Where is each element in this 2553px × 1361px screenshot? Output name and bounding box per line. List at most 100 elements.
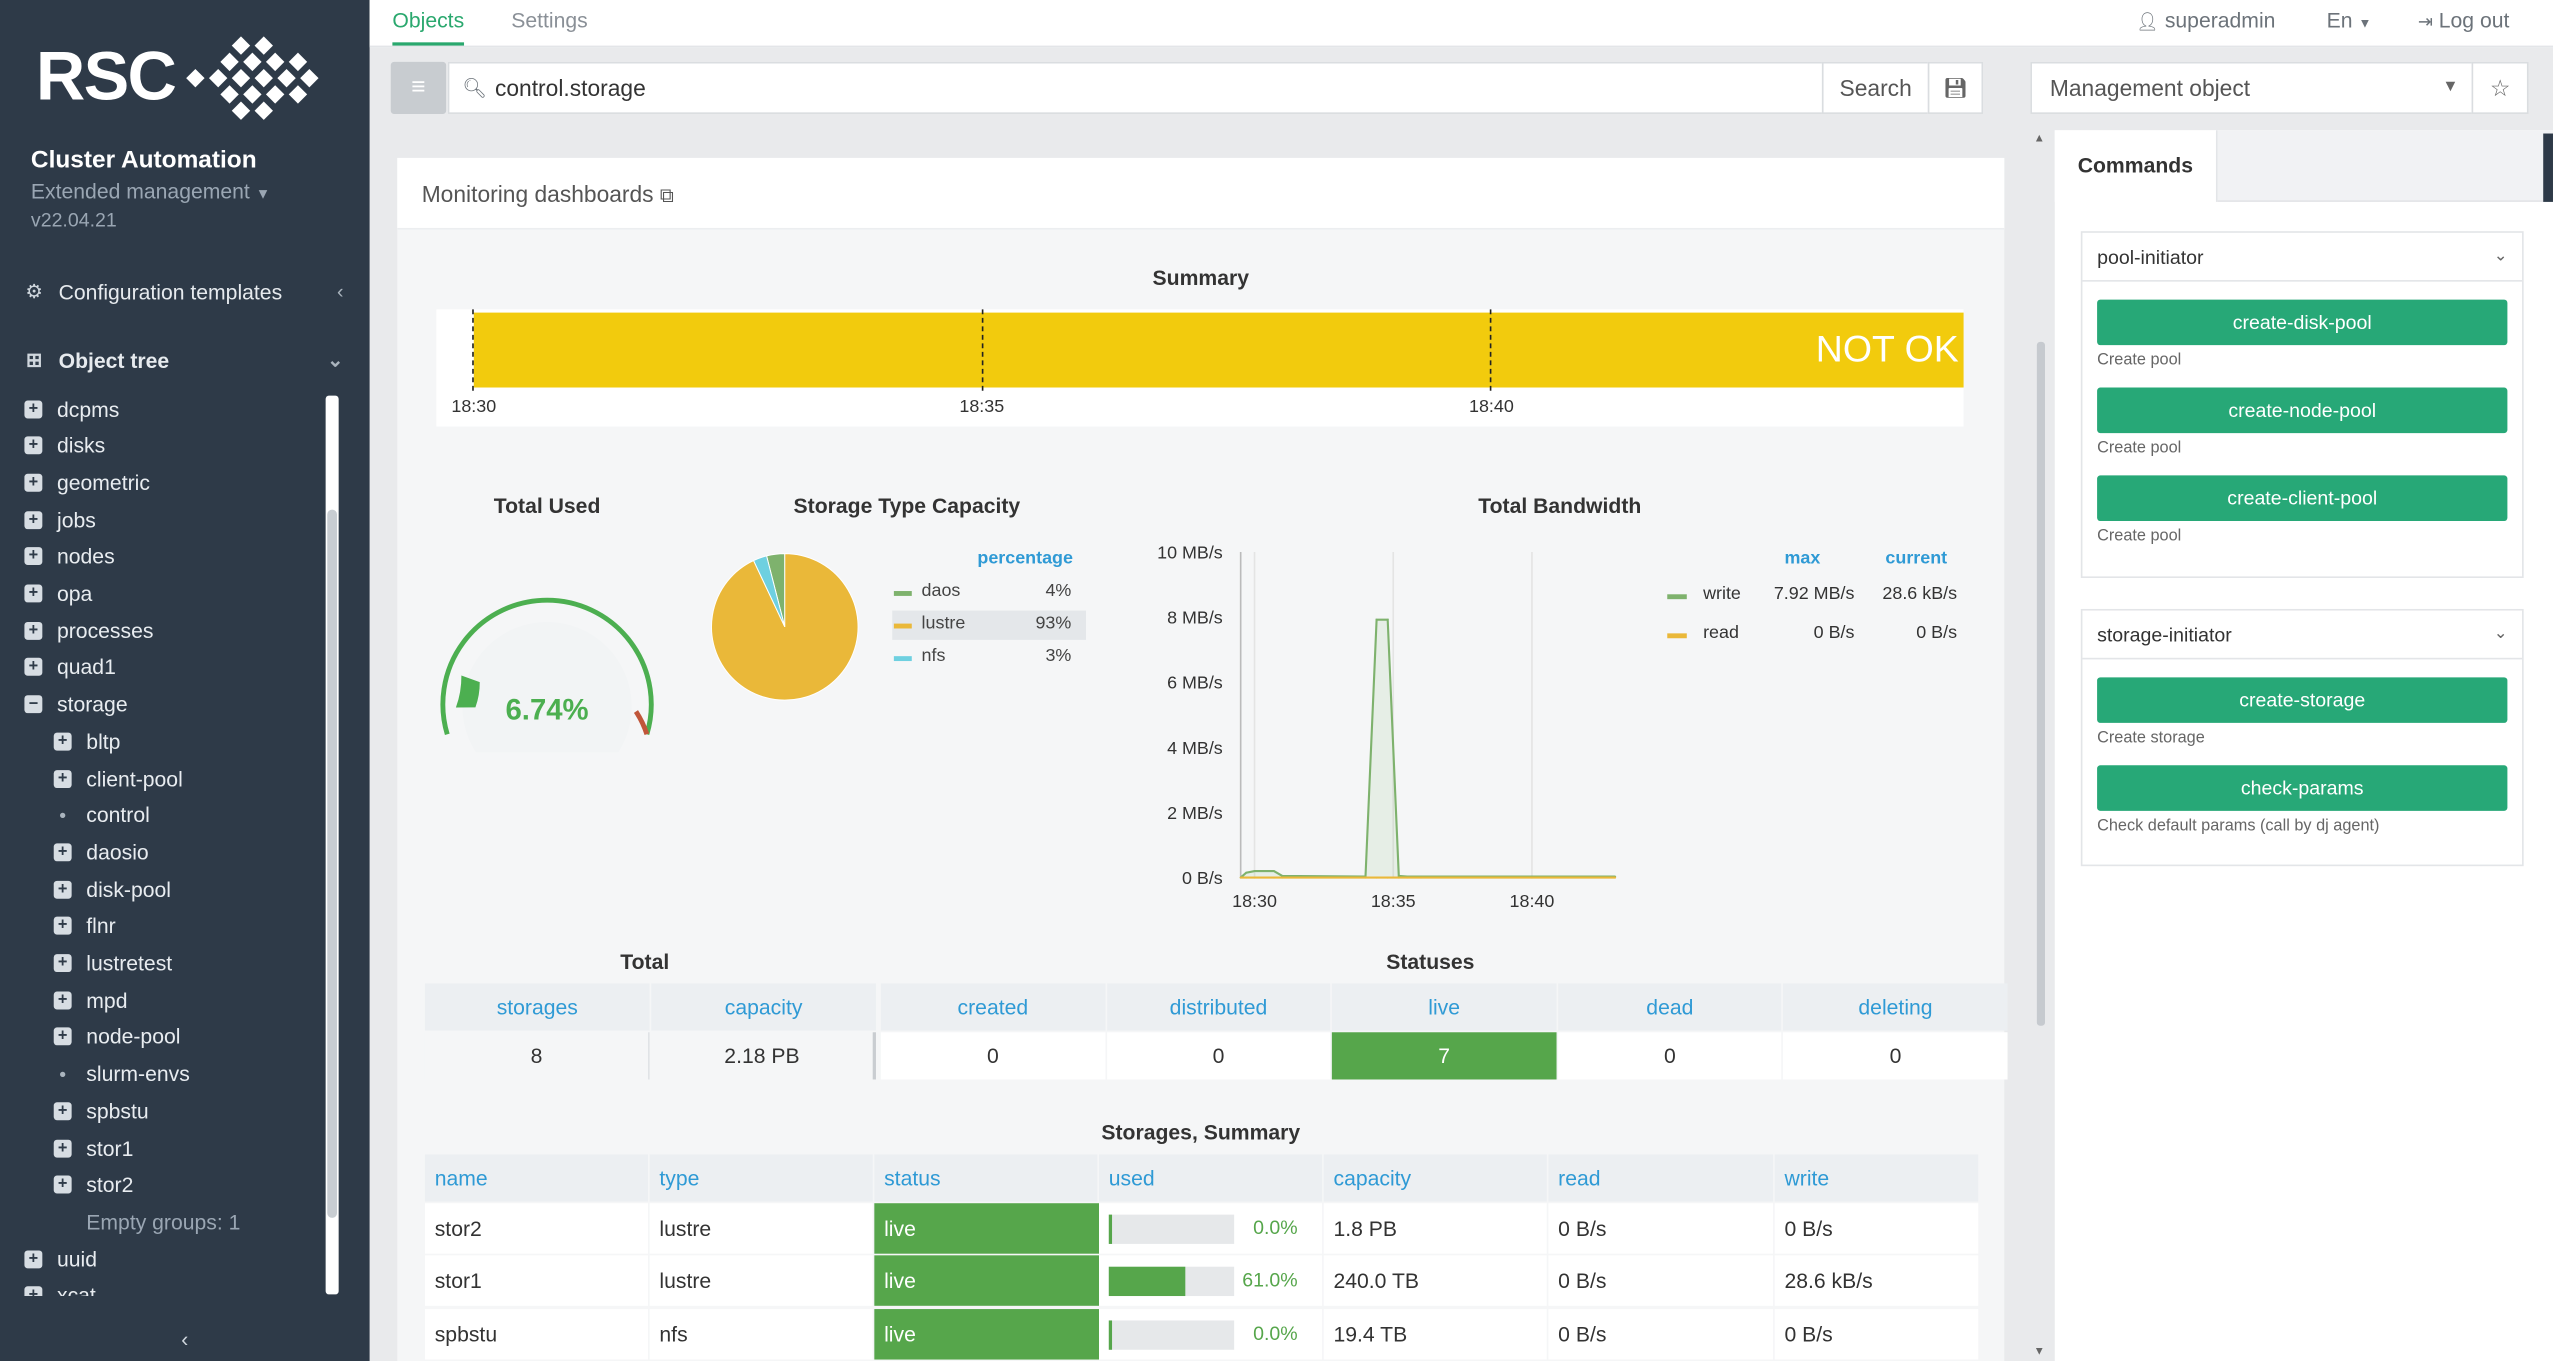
tree-scrollbar[interactable] bbox=[325, 395, 339, 1295]
expand-plus-icon[interactable]: + bbox=[53, 880, 72, 899]
tree-item[interactable]: + daosio bbox=[53, 834, 149, 870]
tree-item-label: uuid bbox=[56, 1246, 98, 1271]
tree-item[interactable]: + lustretest bbox=[53, 945, 172, 981]
legend-series-name[interactable]: read bbox=[1703, 623, 1739, 644]
language-select[interactable]: En ▼ bbox=[2327, 0, 2372, 46]
panel-title[interactable]: Monitoring dashboards ⧉ bbox=[422, 181, 674, 209]
used-progress-bar bbox=[1108, 1319, 1235, 1350]
tree-item[interactable]: − storage bbox=[24, 686, 128, 722]
tree-scrollbar-thumb[interactable] bbox=[327, 509, 338, 1218]
command-group-header[interactable]: pool-initiator ⌄ bbox=[2082, 233, 2523, 282]
table-header-capacity[interactable]: capacity bbox=[1323, 1154, 1547, 1202]
user-menu[interactable]: 👤︎ superadmin bbox=[2136, 0, 2275, 46]
collapse-minus-icon[interactable]: − bbox=[24, 695, 43, 714]
tree-item[interactable]: + spbstu bbox=[53, 1093, 149, 1129]
table-header-write[interactable]: write bbox=[1774, 1154, 1979, 1202]
menu-toggle-button[interactable]: ≡ bbox=[390, 61, 447, 114]
tree-item[interactable]: + disks bbox=[24, 428, 105, 464]
tree-item[interactable]: + mpd bbox=[53, 982, 127, 1018]
logo-dot bbox=[231, 68, 251, 88]
nav-configuration-templates[interactable]: ⚙ Configuration templates ‹ bbox=[0, 277, 370, 306]
tree-item[interactable]: + disk-pool bbox=[53, 871, 171, 907]
expand-plus-icon[interactable]: + bbox=[24, 1286, 43, 1297]
tree-item[interactable]: + node-pool bbox=[53, 1019, 180, 1055]
search-box[interactable]: 🔍︎ bbox=[447, 61, 1824, 114]
expand-plus-icon[interactable]: + bbox=[24, 658, 43, 677]
pie-legend-item[interactable]: nfs 3% bbox=[892, 643, 1086, 672]
expand-plus-icon[interactable]: + bbox=[53, 1175, 72, 1194]
command-button-create-node-pool[interactable]: create-node-pool bbox=[2097, 387, 2508, 434]
command-button-create-storage[interactable]: create-storage bbox=[2097, 677, 2508, 723]
tree-item[interactable]: + geometric bbox=[24, 465, 150, 501]
expand-plus-icon[interactable]: + bbox=[24, 621, 43, 640]
logo-text: RSC bbox=[35, 37, 177, 114]
collapse-sidebar-button[interactable]: ‹ bbox=[0, 1319, 370, 1361]
legend-series-name[interactable]: write bbox=[1703, 584, 1741, 605]
expand-plus-icon[interactable]: + bbox=[53, 769, 72, 788]
expand-plus-icon[interactable]: + bbox=[24, 1249, 43, 1268]
expand-plus-icon[interactable]: + bbox=[24, 510, 43, 529]
command-button-check-params[interactable]: check-params bbox=[2097, 765, 2508, 811]
tree-item[interactable]: + processes bbox=[24, 613, 153, 649]
expand-plus-icon[interactable]: + bbox=[53, 991, 72, 1009]
pie-legend-item[interactable]: lustre 93% bbox=[892, 610, 1086, 640]
table-header-status[interactable]: status bbox=[874, 1154, 1098, 1202]
table-header-type[interactable]: type bbox=[649, 1154, 873, 1202]
table-header-name[interactable]: name bbox=[424, 1154, 649, 1202]
management-object-select[interactable]: Management object ▼ bbox=[2030, 61, 2474, 114]
table-header-read[interactable]: read bbox=[1548, 1154, 1774, 1202]
pie-legend-item[interactable]: daos 4% bbox=[892, 578, 1086, 607]
search-input[interactable] bbox=[494, 74, 1798, 101]
tree-item[interactable]: + opa bbox=[24, 576, 92, 612]
tab-commands[interactable]: Commands bbox=[2054, 130, 2218, 202]
expand-plus-icon[interactable]: + bbox=[53, 843, 72, 862]
favorite-button[interactable]: ☆ bbox=[2471, 61, 2529, 114]
main-scrollbar[interactable]: ▲ ▼ bbox=[2034, 134, 2047, 1358]
mode-dropdown[interactable]: Extended management ▼ bbox=[31, 179, 270, 203]
logo-dot bbox=[265, 85, 285, 104]
search-button[interactable]: Search bbox=[1821, 61, 1930, 114]
series-line-write[interactable] bbox=[1239, 618, 1616, 879]
pie-slice-nfs[interactable] bbox=[752, 555, 786, 628]
expand-plus-icon[interactable]: + bbox=[24, 547, 43, 566]
tree-item[interactable]: + uuid bbox=[24, 1241, 97, 1277]
tree-item[interactable]: + jobs bbox=[24, 502, 96, 538]
tree-item[interactable]: + quad1 bbox=[24, 649, 116, 685]
expand-plus-icon[interactable]: + bbox=[53, 917, 72, 936]
expand-plus-icon[interactable]: + bbox=[53, 732, 72, 751]
scroll-down-icon[interactable]: ▼ bbox=[2033, 1346, 2045, 1358]
tree-item[interactable]: + flnr bbox=[53, 908, 116, 944]
scroll-up-icon[interactable]: ▲ bbox=[2033, 133, 2045, 145]
legend-swatch-write bbox=[1667, 594, 1687, 600]
expand-plus-icon[interactable]: + bbox=[53, 1028, 72, 1046]
command-group-header[interactable]: storage-initiator ⌄ bbox=[2082, 611, 2523, 660]
expand-plus-icon[interactable]: + bbox=[24, 436, 43, 455]
nav-object-tree[interactable]: ⊞ Object tree ⌄ bbox=[0, 345, 370, 374]
tree-item[interactable]: Empty groups: 1 bbox=[54, 1204, 240, 1240]
main-scrollbar-thumb[interactable] bbox=[2036, 341, 2045, 1026]
expand-plus-icon[interactable]: + bbox=[53, 1138, 72, 1157]
tree-item[interactable]: + nodes bbox=[24, 539, 115, 575]
tree-item[interactable]: + stor1 bbox=[53, 1130, 133, 1166]
expand-plus-icon[interactable]: + bbox=[53, 954, 72, 973]
save-query-button[interactable]: 💾︎ bbox=[1927, 61, 1984, 114]
tab-settings[interactable]: Settings bbox=[511, 8, 588, 33]
command-button-create-client-pool[interactable]: create-client-pool bbox=[2097, 475, 2508, 522]
summary-tick: 18:30 bbox=[451, 397, 497, 417]
tree-item[interactable]: + client-pool bbox=[53, 760, 183, 796]
command-button-create-disk-pool[interactable]: create-disk-pool bbox=[2097, 299, 2508, 346]
expand-panel-handle[interactable] bbox=[2543, 133, 2553, 202]
table-header-used[interactable]: used bbox=[1099, 1154, 1323, 1202]
tree-item[interactable]: + bltp bbox=[53, 723, 120, 759]
logout-button[interactable]: ⇥ Log out bbox=[2418, 0, 2510, 46]
expand-plus-icon[interactable]: + bbox=[24, 584, 43, 603]
expand-plus-icon[interactable]: + bbox=[24, 399, 43, 418]
tree-item[interactable]: + xcat bbox=[24, 1278, 96, 1297]
tab-objects[interactable]: Objects bbox=[392, 0, 465, 46]
tree-item[interactable]: + stor2 bbox=[53, 1167, 133, 1203]
tree-item[interactable]: • control bbox=[54, 797, 150, 833]
tree-item[interactable]: • slurm-envs bbox=[54, 1056, 190, 1092]
expand-plus-icon[interactable]: + bbox=[24, 473, 43, 492]
expand-plus-icon[interactable]: + bbox=[53, 1101, 72, 1120]
tree-item[interactable]: + dcpms bbox=[24, 391, 119, 427]
